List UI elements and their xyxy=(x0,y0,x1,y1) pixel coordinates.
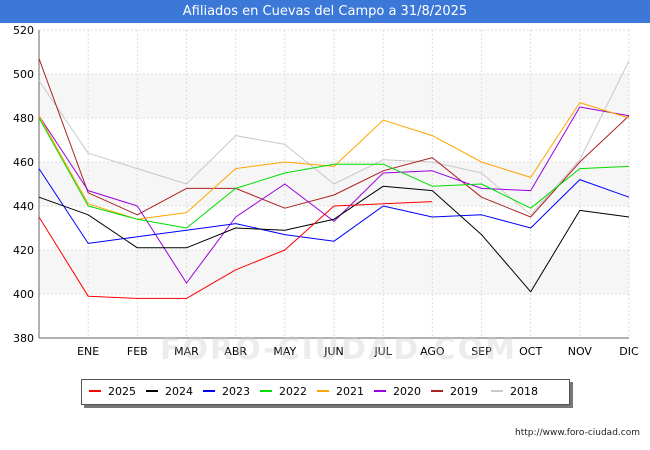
legend-label: 2018 xyxy=(510,385,538,398)
series-line-2025 xyxy=(38,201,433,299)
legend-label: 2024 xyxy=(165,385,193,398)
legend-label: 2019 xyxy=(450,385,478,398)
y-tick-label: 420 xyxy=(13,244,34,257)
legend-label: 2022 xyxy=(279,385,307,398)
watermark-text: FORO-CIUDAD.COM xyxy=(160,332,517,367)
x-tick-label: OCT xyxy=(519,345,542,358)
y-tick-label: 380 xyxy=(13,332,34,345)
legend-label: 2025 xyxy=(108,385,136,398)
legend-swatch xyxy=(203,390,215,392)
chart-legend: 2025 2024 2023 2022 2021 2020 2019 2018 xyxy=(81,379,570,405)
y-tick-label: 460 xyxy=(13,156,34,169)
legend-swatch xyxy=(260,390,272,392)
series-line-2020 xyxy=(38,106,630,284)
x-tick-label: DIC xyxy=(619,345,639,358)
legend-item-2020: 2020 xyxy=(374,385,421,399)
legend-item-2022: 2022 xyxy=(260,385,307,399)
legend-item-2021: 2021 xyxy=(317,385,364,399)
legend-swatch xyxy=(317,390,329,392)
legend-label: 2020 xyxy=(393,385,421,398)
y-tick-label: 520 xyxy=(13,24,34,37)
x-tick-label: MAR xyxy=(174,345,199,358)
legend-item-2025: 2025 xyxy=(89,385,136,399)
y-tick-label: 500 xyxy=(13,68,34,81)
y-tick-label: 400 xyxy=(13,288,34,301)
legend-swatch xyxy=(431,390,443,392)
x-tick-label: MAY xyxy=(273,345,296,358)
legend-label: 2021 xyxy=(336,385,364,398)
x-tick-label: ENE xyxy=(77,345,99,358)
legend-swatch xyxy=(146,390,158,392)
legend-item-2023: 2023 xyxy=(203,385,250,399)
legend-label: 2023 xyxy=(222,385,250,398)
series-line-2024 xyxy=(38,185,630,293)
chart-title: Afiliados en Cuevas del Campo a 31/8/202… xyxy=(0,0,650,23)
x-tick-label: JUL xyxy=(373,345,392,358)
series-line-2018 xyxy=(38,60,630,216)
series-line-2019 xyxy=(38,58,630,218)
legend-item-2024: 2024 xyxy=(146,385,193,399)
series-line-2022 xyxy=(38,117,630,229)
x-tick-label: FEB xyxy=(127,345,148,358)
legend-swatch xyxy=(89,390,101,392)
x-tick-label: ABR xyxy=(224,345,247,358)
x-tick-label: SEP xyxy=(471,345,492,358)
y-tick-label: 480 xyxy=(13,112,34,125)
legend-item-2019: 2019 xyxy=(431,385,478,399)
y-tick-label: 440 xyxy=(13,200,34,213)
legend-item-2018: 2018 xyxy=(491,385,538,399)
x-tick-label: JUN xyxy=(323,345,344,358)
source-url[interactable]: http://www.foro-ciudad.com xyxy=(515,428,640,438)
legend-swatch xyxy=(491,390,503,392)
x-tick-label: AGO xyxy=(420,345,445,358)
series-line-2023 xyxy=(38,168,630,244)
legend-swatch xyxy=(374,390,386,392)
x-tick-label: NOV xyxy=(568,345,593,358)
